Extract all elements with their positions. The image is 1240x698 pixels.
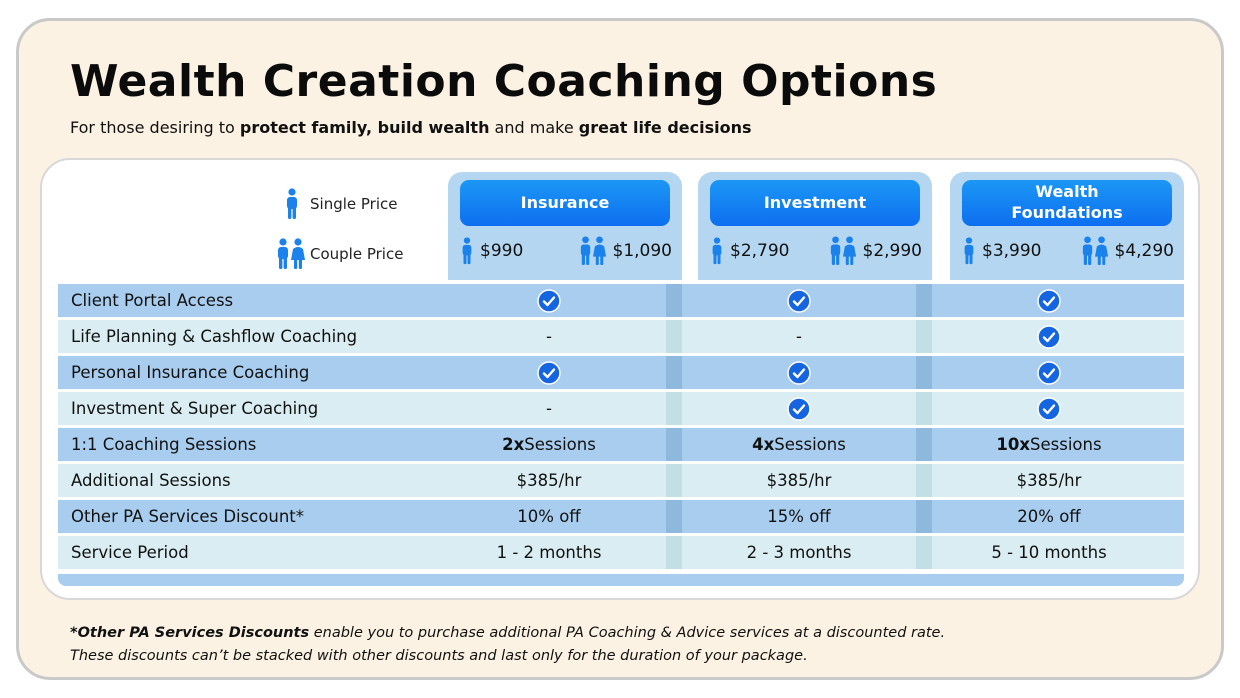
couple-icon: [1082, 236, 1108, 265]
cell-insurance: 1 - 2 months: [496, 543, 602, 562]
column-separator: [666, 428, 682, 461]
row-label: Client Portal Access: [71, 291, 234, 310]
column-separator: [666, 356, 682, 389]
plan-button-investment[interactable]: Investment: [710, 180, 920, 226]
cell-insurance: -: [546, 327, 552, 346]
couple-price-insurance: $1,090: [579, 236, 672, 266]
cell-wealth-foundations: [932, 356, 1166, 389]
person-icon: [712, 237, 722, 265]
couple-price-investment: $2,990: [829, 236, 922, 266]
column-separator: [666, 320, 682, 353]
cell-insurance: [432, 356, 666, 389]
row-label: Life Planning & Cashflow Coaching: [71, 327, 358, 346]
couple-price-wealth-foundations: $4,290: [1081, 236, 1174, 266]
cell-wealth-foundations: 5 - 10 months: [991, 543, 1107, 562]
column-separator: [666, 284, 682, 317]
column-separator: [916, 536, 932, 569]
cell-investment: [682, 356, 916, 389]
check-circle-icon: [1037, 288, 1061, 313]
cell-investment: 2 - 3 months: [746, 543, 852, 562]
legend-single-label: Single Price: [310, 195, 398, 213]
column-separator: [916, 428, 932, 461]
column-separator: [916, 464, 932, 497]
column-separator: [916, 320, 932, 353]
person-icon: [287, 188, 297, 219]
couple-icon: [830, 236, 856, 265]
cell-wealth-foundations: $385/hr: [1016, 471, 1082, 490]
cell-wealth-foundations: 10x Sessions: [996, 435, 1102, 454]
row-label: Service Period: [71, 543, 189, 562]
cell-wealth-foundations: [932, 392, 1166, 425]
cell-insurance: $385/hr: [516, 471, 582, 490]
person-icon: [964, 237, 974, 265]
cell-insurance: -: [546, 399, 552, 418]
table-row-additional-sessions: Additional Sessions $385/hr $385/hr $385…: [58, 464, 1184, 497]
column-separator: [666, 536, 682, 569]
cell-investment: [682, 392, 916, 425]
column-separator: [666, 392, 682, 425]
table-row-pa-discount: Other PA Services Discount* 10% off 15% …: [58, 500, 1184, 533]
legend-couple: Couple Price: [276, 238, 403, 270]
legend-couple-label: Couple Price: [310, 245, 404, 263]
legend-single: Single Price: [284, 188, 397, 220]
plan-column-wealth-foundations: Wealth Foundations $3,990 $4,290: [950, 172, 1184, 280]
check-circle-icon: [1037, 360, 1061, 385]
footnote: *Other PA Services Discounts enable you …: [70, 625, 946, 664]
cell-wealth-foundations: [932, 284, 1166, 317]
row-label: 1:1 Coaching Sessions: [71, 435, 257, 454]
person-icon: [462, 237, 472, 265]
table-row-personal-insurance: Personal Insurance Coaching: [58, 356, 1184, 389]
table-row-client-portal-access: Client Portal Access: [58, 284, 1184, 317]
row-label: Additional Sessions: [71, 471, 231, 490]
couple-icon: [278, 238, 305, 269]
column-separator: [666, 500, 682, 533]
cell-wealth-foundations: [932, 320, 1166, 353]
column-separator: [916, 392, 932, 425]
cell-investment: $385/hr: [766, 471, 832, 490]
single-price-wealth-foundations: $3,990: [962, 236, 1041, 266]
cell-investment: 15% off: [767, 507, 831, 526]
cell-insurance: 10% off: [517, 507, 581, 526]
cell-insurance: [432, 284, 666, 317]
table-row-service-period: Service Period 1 - 2 months 2 - 3 months…: [58, 536, 1184, 569]
row-label: Investment & Super Coaching: [71, 399, 319, 418]
plan-button-insurance[interactable]: Insurance: [460, 180, 670, 226]
column-separator: [916, 284, 932, 317]
single-price-investment: $2,790: [710, 236, 789, 266]
table-row-life-planning: Life Planning & Cashflow Coaching - -: [58, 320, 1184, 353]
couple-icon: [580, 236, 606, 265]
check-circle-icon: [537, 288, 561, 313]
plan-prices-wealth-foundations: $3,990 $4,290: [962, 236, 1174, 266]
row-label: Personal Insurance Coaching: [71, 363, 310, 382]
table-row-investment-super: Investment & Super Coaching -: [58, 392, 1184, 425]
column-separator: [916, 356, 932, 389]
row-label: Other PA Services Discount*: [71, 507, 305, 526]
table-row-coaching-sessions: 1:1 Coaching Sessions 2x Sessions 4x Ses…: [58, 428, 1184, 461]
cell-investment: -: [796, 327, 802, 346]
single-price-insurance: $990: [460, 236, 523, 266]
check-circle-icon: [787, 288, 811, 313]
cell-insurance: 2x Sessions: [502, 435, 596, 454]
table-bottom-strip: [58, 574, 1184, 586]
check-circle-icon: [787, 360, 811, 385]
page-title: Wealth Creation Coaching Options: [70, 56, 938, 107]
features-table: Client Portal Access Life Planning & Cas…: [58, 284, 1184, 572]
cell-wealth-foundations: 20% off: [1017, 507, 1081, 526]
plan-prices-insurance: $990 $1,090: [460, 236, 672, 266]
check-circle-icon: [537, 360, 561, 385]
column-separator: [666, 464, 682, 497]
plan-column-investment: Investment $2,790 $2,990: [698, 172, 932, 280]
column-separator: [916, 500, 932, 533]
plan-button-wealth-foundations[interactable]: Wealth Foundations: [962, 180, 1172, 226]
check-circle-icon: [1037, 396, 1061, 421]
check-circle-icon: [787, 396, 811, 421]
plan-column-insurance: Insurance $990 $1,090: [448, 172, 682, 280]
cell-investment: 4x Sessions: [752, 435, 846, 454]
page-subtitle: For those desiring to protect family, bu…: [70, 118, 752, 137]
plan-prices-investment: $2,790 $2,990: [710, 236, 922, 266]
cell-investment: [682, 284, 916, 317]
check-circle-icon: [1037, 324, 1061, 349]
